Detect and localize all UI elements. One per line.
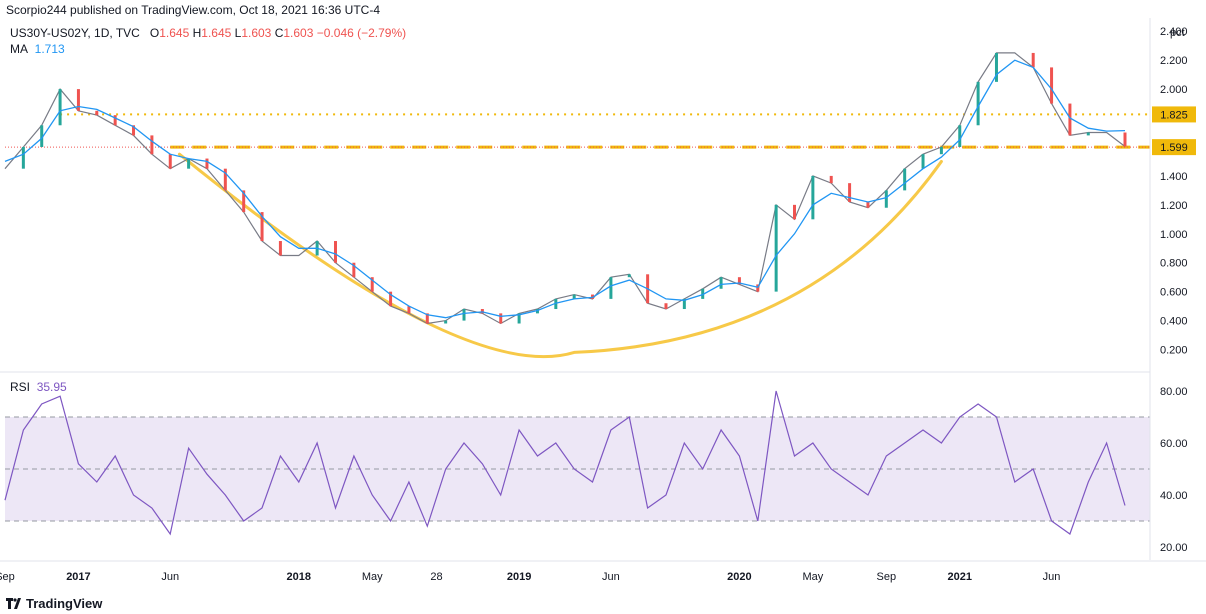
ma-series (4, 59, 1126, 319)
price-tick-label: 0.200 (1160, 345, 1188, 357)
ma-label: MA (10, 42, 28, 56)
rsi-tick-label: 40.00 (1160, 490, 1188, 502)
price-tick-label: 0.600 (1160, 287, 1188, 299)
x-tick-label: 2019 (507, 571, 531, 583)
x-tick-label: Jun (161, 571, 179, 583)
publish-info: Scorpio244 published on TradingView.com,… (6, 3, 381, 17)
x-tick-label: Jun (602, 571, 620, 583)
open-label: O (149, 26, 160, 40)
low-label: L (234, 26, 242, 40)
x-tick-label: Jun (1043, 571, 1061, 583)
level-badge-label: 1.825 (1160, 109, 1188, 121)
x-tick-label: Sep (0, 571, 15, 583)
open-value: 1.645 (159, 26, 190, 40)
price-tick-label: 1.000 (1160, 229, 1188, 241)
cup-arc (177, 152, 943, 359)
high-value: 1.645 (201, 26, 232, 40)
price-tick-label: 1.200 (1160, 200, 1188, 212)
change-value: −0.046 (−2.79%) (316, 26, 407, 40)
x-tick-label: 2017 (66, 571, 90, 583)
axes (0, 18, 1206, 562)
rsi-tick-label: 20.00 (1160, 542, 1188, 554)
x-tick-label: 2020 (727, 571, 751, 583)
price-tick-label: 1.400 (1160, 171, 1188, 183)
symbol-legend: US30Y-US02Y, 1D, TVC O1.645 H1.645 L1.60… (10, 26, 406, 40)
rsi-band (5, 416, 1150, 522)
x-tick-label: Sep (877, 571, 897, 583)
level-badge (1152, 139, 1196, 156)
symbol-name: US30Y-US02Y, 1D, TVC (10, 26, 140, 40)
rsi-y-ticks: 80.00 60.00 40.00 20.00 (1160, 386, 1188, 554)
price-tick-label: 2.400 (1160, 26, 1188, 38)
close-label: C (274, 26, 284, 40)
x-tick-label: 28 (430, 571, 442, 583)
ma-value: 1.713 (34, 42, 65, 56)
rsi-tick-label: 60.00 (1160, 438, 1188, 450)
tradingview-logo: TradingView (6, 596, 102, 611)
price-series (4, 52, 1127, 325)
support-resistance-levels (5, 113, 1150, 149)
rsi-label: RSI (10, 380, 31, 394)
price-tick-label: 2.000 (1160, 84, 1188, 96)
tradingview-logo-icon (6, 598, 21, 609)
x-tick-label: 2021 (948, 571, 972, 583)
level-badge (1152, 106, 1196, 123)
x-tick-label: May (362, 571, 383, 583)
brand-text: TradingView (26, 596, 103, 611)
rsi-tick-label: 80.00 (1160, 386, 1188, 398)
level-badge-label: 1.599 (1160, 142, 1188, 154)
x-tick-label: May (802, 571, 823, 583)
price-y-ticks: pct2.4002.2002.0001.8001.6001.4001.2001.… (1160, 26, 1188, 356)
rsi-value: 35.95 (36, 380, 67, 394)
price-unit-label: pct (1170, 27, 1185, 39)
x-ticks: Sep 2017 Jun 2018 May 28 2019 Jun 2020 May Sep 2021… (0, 571, 1060, 583)
low-value: 1.603 (241, 26, 272, 40)
level-badges: 1.825 1.599 (1152, 106, 1196, 156)
price-tick-label: 2.200 (1160, 55, 1188, 67)
close-value: 1.603 (283, 26, 314, 40)
rsi-series (4, 390, 1126, 536)
cup-arc-path (177, 152, 943, 359)
price-tick-label: 0.800 (1160, 258, 1188, 270)
ma-legend: MA 1.713 (10, 42, 65, 56)
ma-line (4, 59, 1126, 319)
high-label: H (192, 26, 202, 40)
rsi-line (4, 390, 1126, 536)
x-tick-label: 2018 (287, 571, 311, 583)
price-tick-label: 0.400 (1160, 316, 1188, 328)
rsi-legend: RSI 35.95 (10, 380, 67, 394)
price-line (4, 52, 1126, 325)
